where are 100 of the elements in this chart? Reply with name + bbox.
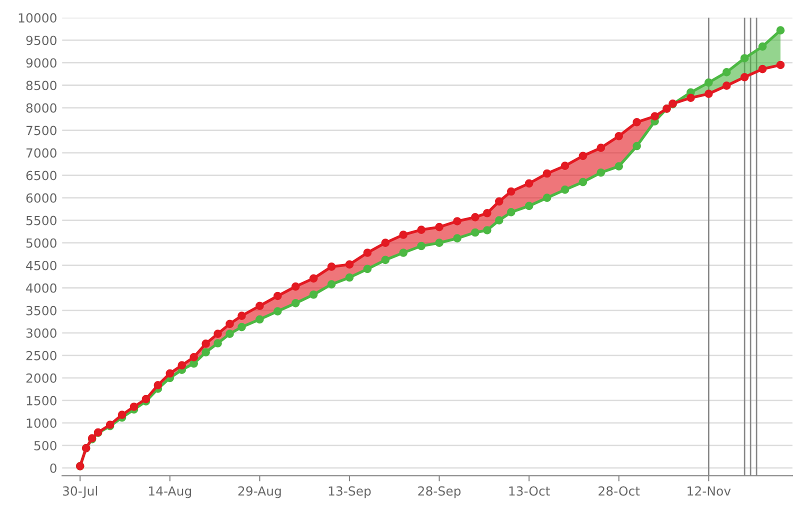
y-tick-label: 500 bbox=[34, 440, 56, 450]
x-tick-label: 30-Jul bbox=[62, 486, 98, 498]
y-tick-label: 1500 bbox=[26, 396, 56, 406]
point bbox=[273, 292, 282, 300]
y-tick-label: 7500 bbox=[26, 126, 56, 136]
point bbox=[363, 248, 372, 257]
y-tick-label: 4500 bbox=[26, 260, 56, 270]
y-tick-label: 2000 bbox=[26, 373, 56, 383]
x-tick-label: 29-Aug bbox=[238, 486, 281, 498]
y-tick-label: 3500 bbox=[26, 306, 56, 316]
point bbox=[704, 78, 713, 87]
y-tick-label: 7000 bbox=[26, 148, 56, 158]
point bbox=[256, 315, 264, 324]
point bbox=[650, 112, 659, 120]
point bbox=[471, 228, 480, 237]
point bbox=[417, 226, 426, 234]
y-tick-label: 9000 bbox=[26, 58, 56, 68]
point bbox=[596, 168, 606, 177]
point bbox=[542, 194, 552, 202]
point bbox=[471, 213, 480, 222]
point bbox=[309, 274, 318, 283]
point bbox=[118, 410, 126, 420]
point bbox=[632, 142, 641, 150]
y-tick-label: 5000 bbox=[26, 238, 56, 248]
point bbox=[776, 60, 785, 70]
point bbox=[560, 186, 570, 194]
point bbox=[226, 330, 234, 338]
point bbox=[238, 322, 246, 332]
y-tick-label: 6500 bbox=[26, 170, 56, 180]
point bbox=[453, 217, 462, 226]
point bbox=[758, 64, 767, 74]
point bbox=[506, 208, 516, 216]
point bbox=[214, 330, 222, 338]
y-tick-label: 0 bbox=[50, 463, 56, 473]
y-tick-label: 8000 bbox=[26, 103, 56, 113]
point bbox=[435, 222, 444, 232]
y-tick-label: 5500 bbox=[26, 216, 56, 226]
point bbox=[291, 282, 300, 291]
point bbox=[363, 264, 372, 274]
point bbox=[417, 242, 426, 250]
point bbox=[327, 262, 336, 271]
x-tick-label: 13-Oct bbox=[509, 486, 550, 496]
point bbox=[399, 248, 408, 257]
point bbox=[327, 280, 336, 288]
point bbox=[226, 320, 234, 328]
point bbox=[614, 132, 624, 140]
y-tick-label: 3000 bbox=[26, 328, 56, 338]
point bbox=[399, 230, 408, 239]
y-tick-label: 2500 bbox=[26, 350, 56, 360]
point bbox=[614, 162, 624, 170]
point bbox=[578, 152, 588, 160]
point bbox=[381, 238, 390, 248]
point bbox=[596, 144, 606, 152]
point bbox=[483, 208, 492, 218]
point bbox=[202, 340, 210, 348]
point bbox=[740, 54, 749, 62]
point bbox=[722, 68, 731, 76]
x-tick-label: 28-Oct bbox=[598, 486, 640, 496]
point bbox=[686, 94, 695, 102]
point bbox=[578, 178, 588, 186]
point bbox=[740, 72, 749, 82]
point bbox=[483, 226, 492, 234]
x-tick-label: 28-Sep bbox=[418, 486, 461, 498]
point bbox=[202, 348, 210, 356]
point bbox=[506, 187, 516, 196]
point bbox=[381, 256, 390, 264]
point bbox=[704, 90, 713, 98]
point bbox=[560, 162, 570, 170]
x-tick-label: 14-Aug bbox=[148, 486, 192, 498]
y-tick-label: 6000 bbox=[26, 193, 56, 203]
point bbox=[435, 238, 444, 248]
point bbox=[166, 369, 174, 378]
point bbox=[345, 273, 354, 282]
point bbox=[758, 42, 767, 51]
point bbox=[142, 394, 150, 404]
point bbox=[273, 307, 282, 316]
x-tick-label: 12-Nov bbox=[688, 486, 731, 496]
point bbox=[776, 26, 785, 34]
point bbox=[524, 202, 534, 210]
point bbox=[130, 402, 138, 411]
y-tick-label: 10000 bbox=[18, 13, 56, 23]
point bbox=[722, 82, 731, 90]
point bbox=[494, 216, 504, 224]
y-tick-label: 4000 bbox=[26, 283, 56, 293]
point bbox=[256, 302, 264, 310]
point bbox=[154, 380, 162, 390]
x-tick-label: 13-Sep bbox=[328, 486, 371, 498]
point bbox=[345, 260, 354, 269]
y-tick-label: 8500 bbox=[26, 80, 56, 90]
point bbox=[309, 290, 318, 299]
point bbox=[632, 118, 641, 126]
y-tick-label: 9500 bbox=[26, 36, 56, 46]
point bbox=[453, 234, 462, 243]
y-tick-label: 1000 bbox=[26, 418, 56, 428]
point bbox=[524, 179, 534, 188]
point bbox=[214, 339, 222, 348]
point bbox=[291, 299, 300, 308]
point bbox=[190, 353, 198, 362]
point bbox=[542, 169, 552, 178]
point bbox=[238, 312, 246, 320]
